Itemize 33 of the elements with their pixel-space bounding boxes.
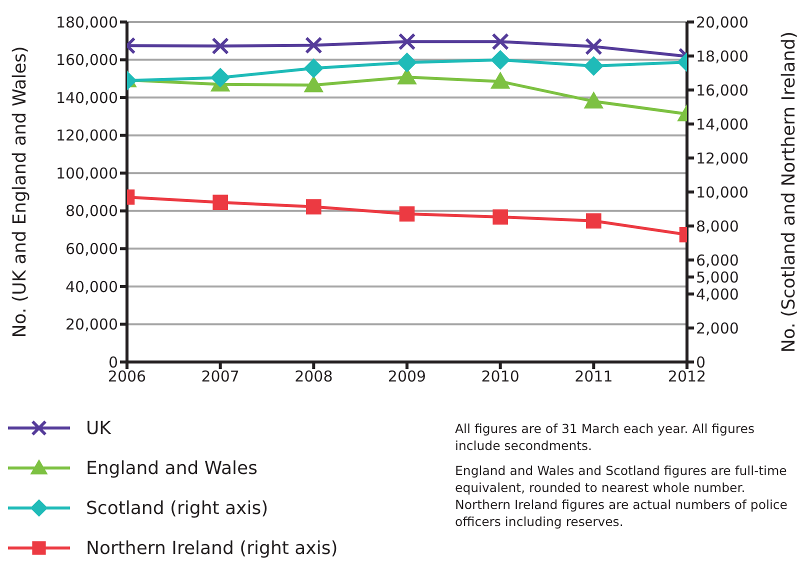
text: All figures are of 31 March each year. All figures include secondments. <box>455 420 756 454</box>
x-tick-label: 2007 <box>201 368 240 386</box>
y2-tick-label: 2,000 <box>696 319 739 338</box>
x-tick-label: 2008 <box>294 368 333 386</box>
legend-label: Northern Ireland (right axis) <box>86 538 338 558</box>
x-tick-label: 2009 <box>388 368 426 386</box>
y2-tick-label: 14,000 <box>696 115 748 134</box>
y-tick-label: 40,000 <box>66 278 118 296</box>
y2-tick-label: 16,000 <box>696 81 748 100</box>
legend-label: Scotland (right axis) <box>86 498 268 518</box>
y2-tick-label: 18,000 <box>696 47 748 66</box>
y2-tick-label: 6,000 <box>696 251 739 270</box>
y-axis-title: No. (UK and England and Wales) <box>9 46 30 338</box>
y2-tick-label: 10,000 <box>696 183 748 202</box>
y-tick-label: 60,000 <box>66 240 118 258</box>
legend-label: UK <box>86 418 111 438</box>
y-tick-label: 160,000 <box>56 51 118 70</box>
text: England and Wales and Scotland figures are full-time equivalent, rounded to nearest whole number. Northern Ireland figures are actual numbers of police officers including reserves. <box>455 462 788 530</box>
legend-label: England and Wales <box>86 458 258 478</box>
y-tick-label: 140,000 <box>56 88 118 107</box>
y-tick-label: 100,000 <box>56 164 118 182</box>
x-tick-label: 2010 <box>481 368 520 386</box>
y2-tick-label: 12,000 <box>696 149 748 168</box>
y2-tick-label: 5,000 <box>696 268 739 286</box>
x-tick-label: 2011 <box>574 368 613 386</box>
y2-tick-label: 4,000 <box>696 285 739 304</box>
y-tick-label: 80,000 <box>66 202 118 220</box>
y-tick-label: 20,000 <box>66 316 118 334</box>
y2-tick-label: 8,000 <box>696 217 739 236</box>
y-tick-label: 180,000 <box>56 13 118 32</box>
y2-tick-label: 20,000 <box>696 13 748 32</box>
y2-axis-title: No. (Scotland and Northern Ireland) <box>778 31 800 353</box>
y-tick-label: 120,000 <box>56 126 118 145</box>
